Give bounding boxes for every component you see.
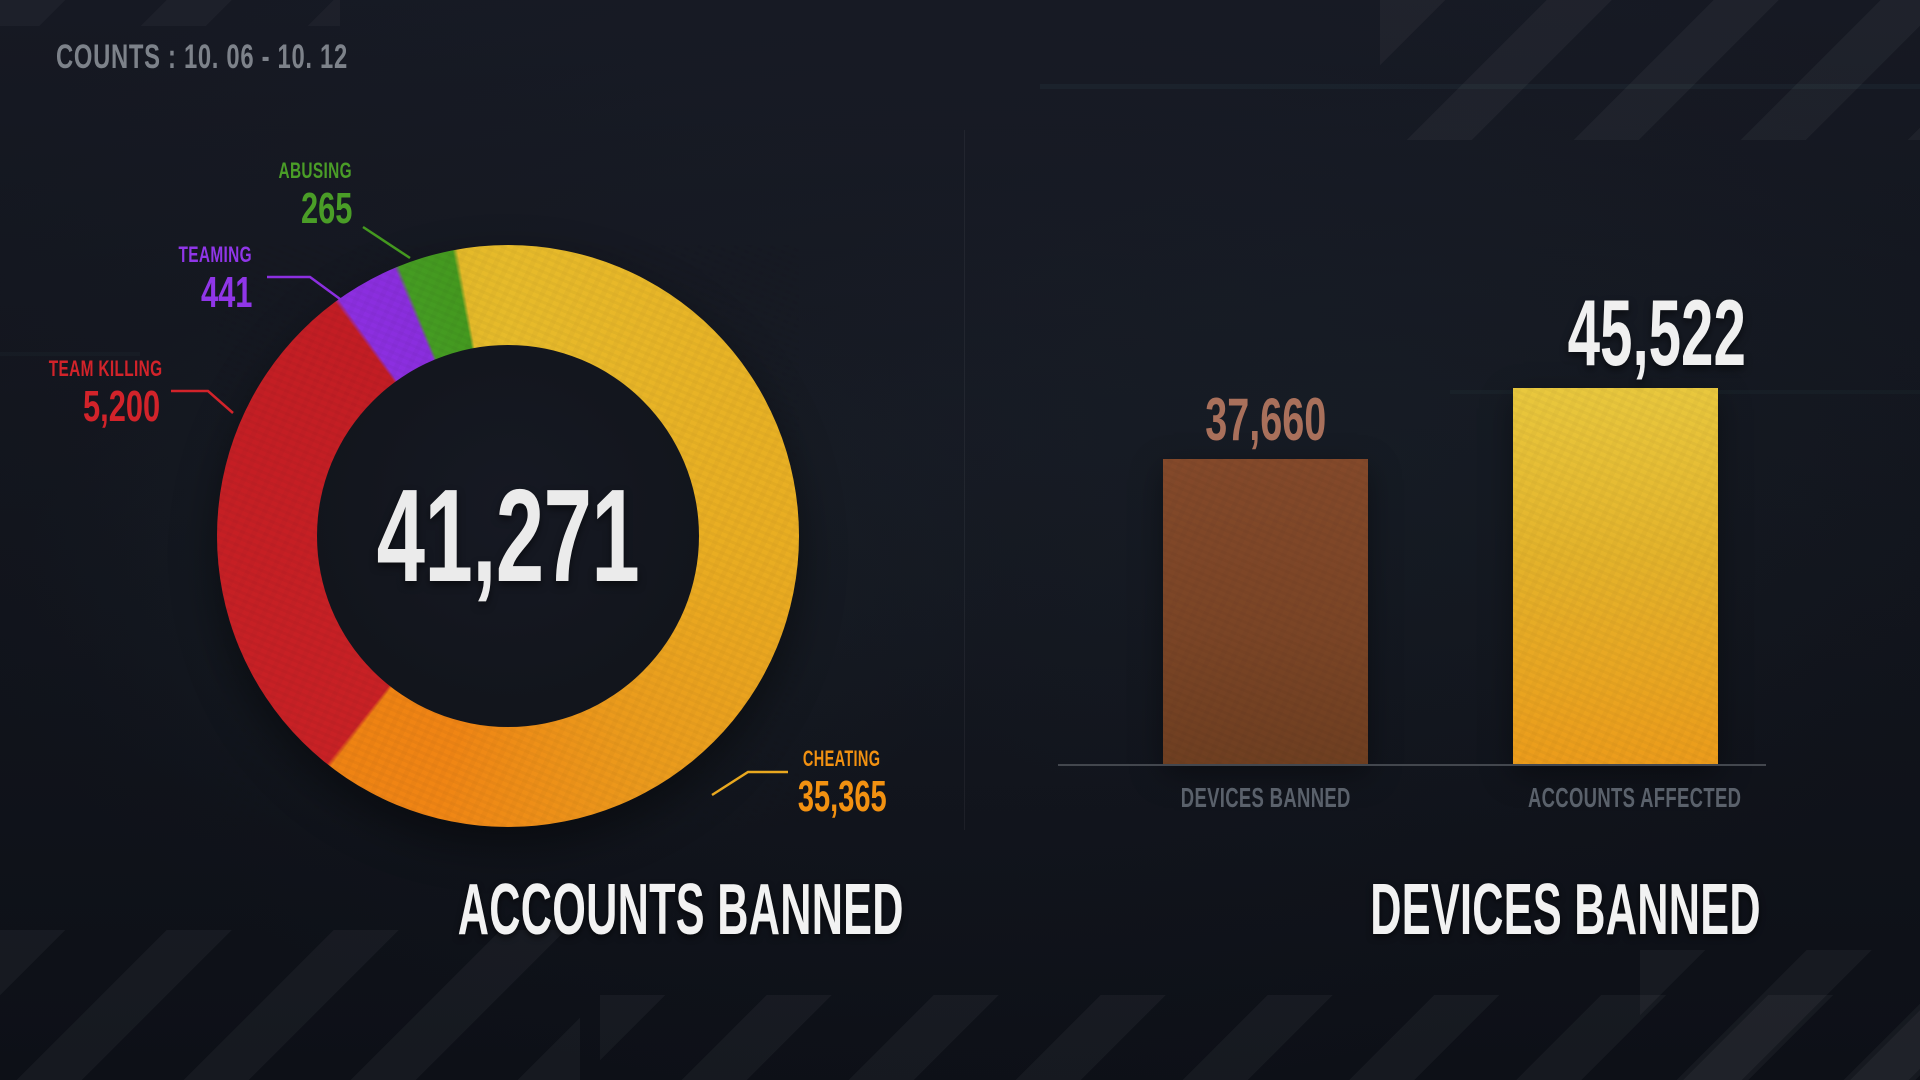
teaming-value: 441 — [200, 268, 252, 317]
donut-hole: 41,271 — [317, 345, 699, 727]
bar-texture — [1163, 459, 1368, 764]
callout-teaming: TEAMING 441 — [92, 244, 252, 315]
glitch-streak — [1040, 84, 1920, 89]
bar-accounts-affected — [1513, 388, 1718, 764]
devices-banned-value: 37,660 — [1204, 386, 1327, 453]
accounts-banned-title: ACCOUNTS BANNED — [457, 870, 904, 950]
abusing-label: ABUSING — [278, 158, 352, 183]
cheating-label: CHEATING — [803, 746, 881, 771]
team-killing-value: 5,200 — [82, 382, 160, 431]
team-killing-label: TEAM KILLING — [48, 356, 163, 381]
bar-texture — [1513, 388, 1718, 764]
accounts-affected-axis-label: ACCOUNTS AFFECTED — [1527, 782, 1742, 813]
stripes-bottom-left — [0, 930, 580, 1080]
stripes-right-corner — [1640, 950, 1920, 1080]
stripes-top-left — [0, 0, 340, 26]
section-divider — [964, 130, 965, 830]
accounts-affected-value: 45,522 — [1567, 280, 1746, 385]
counts-date-range: COUNTS : 10. 06 - 10. 12 — [56, 38, 348, 76]
bar-chart-axis-line — [1058, 764, 1766, 766]
accounts-banned-donut-chart: 41,271 — [217, 245, 799, 827]
stripes-top-right — [1380, 0, 1920, 140]
bar-devices-banned — [1163, 459, 1368, 764]
teaming-label: TEAMING — [178, 242, 252, 267]
cheating-value: 35,365 — [797, 772, 887, 821]
callout-abusing: ABUSING 265 — [192, 160, 352, 231]
callout-team-killing: TEAM KILLING 5,200 — [0, 356, 163, 431]
callout-cheating: CHEATING 35,365 — [762, 748, 922, 819]
devices-banned-title: DEVICES BANNED — [1370, 870, 1761, 950]
stripes-bottom-right — [600, 995, 1920, 1080]
abusing-value: 265 — [300, 184, 352, 233]
accounts-banned-total: 41,271 — [376, 462, 640, 609]
devices-banned-axis-label: DEVICES BANNED — [1180, 782, 1351, 813]
